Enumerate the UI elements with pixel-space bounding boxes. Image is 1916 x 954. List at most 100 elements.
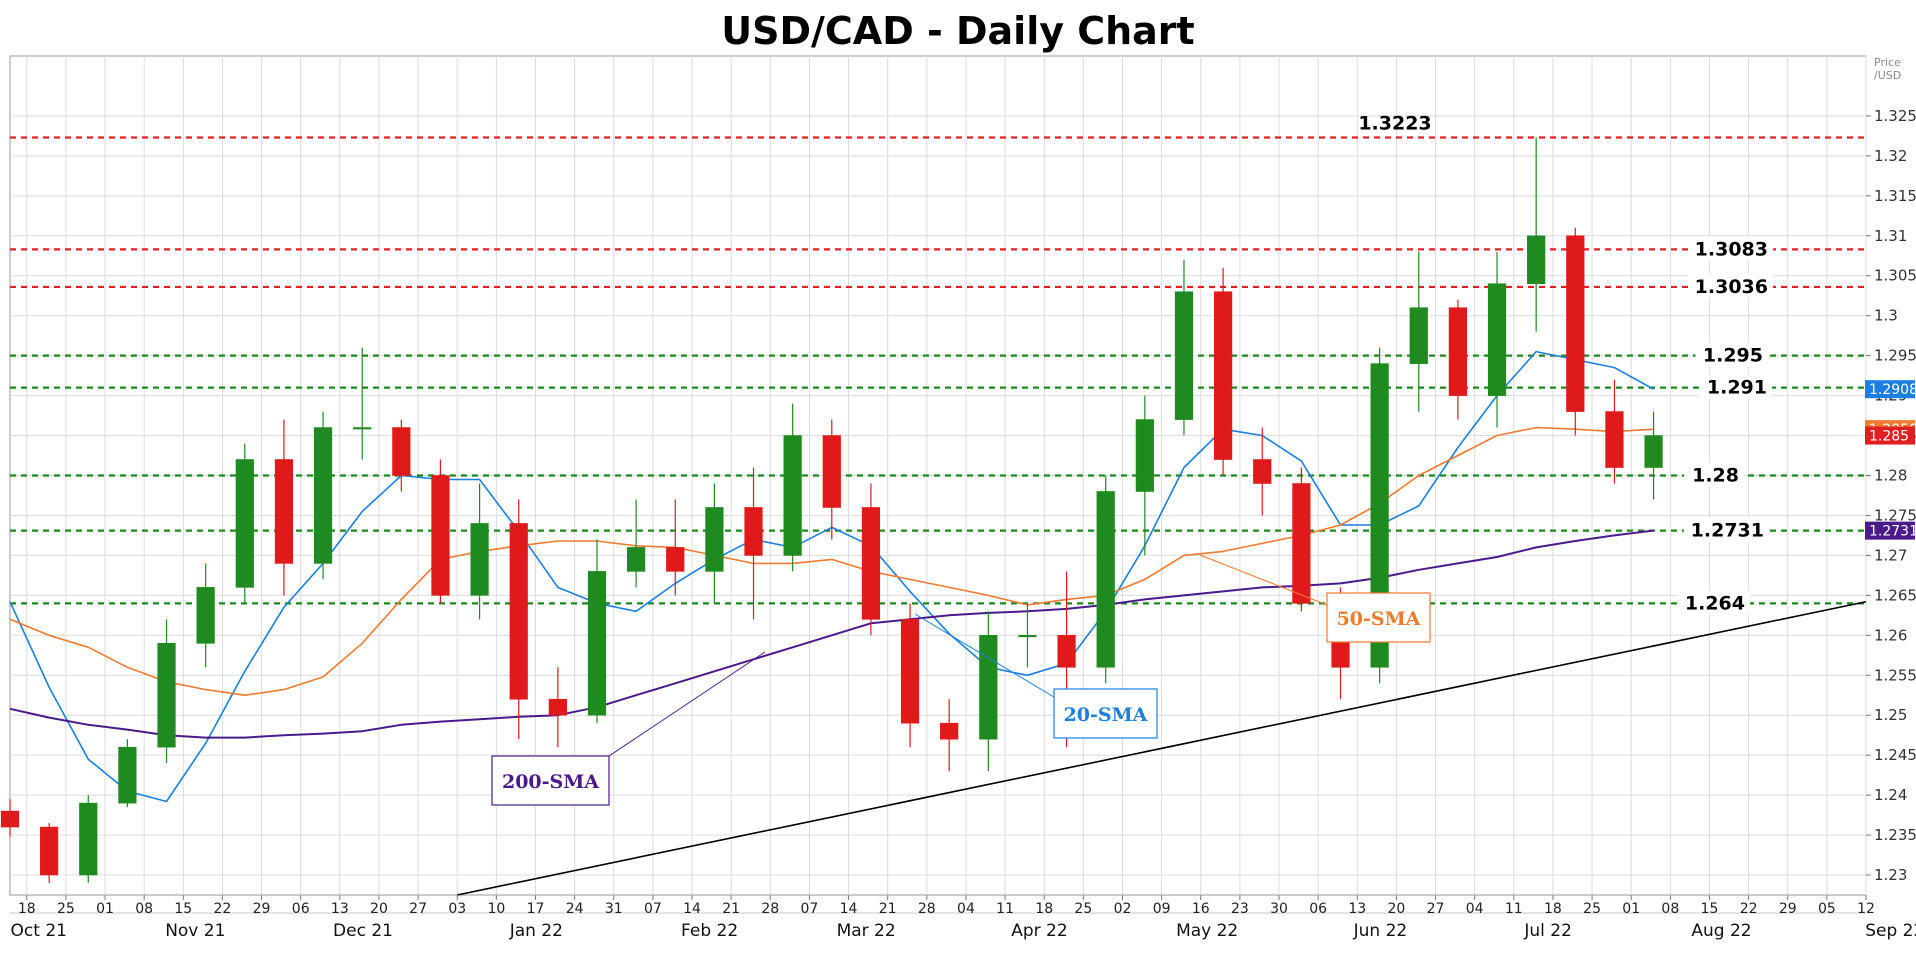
- candle-body: [353, 427, 372, 430]
- candle-layer: [0, 137, 1663, 884]
- y-tick-label: 1.27: [1874, 546, 1907, 564]
- y-tick-label: 1.32: [1874, 147, 1907, 165]
- candle-body: [1644, 435, 1663, 468]
- x-tick-label: 13: [1348, 901, 1366, 917]
- x-tick-label: 23: [1231, 901, 1249, 917]
- x-month-label: Aug 22: [1691, 921, 1751, 941]
- annotation-box: [1053, 688, 1158, 739]
- chart-title: USD/CAD - Daily Chart: [721, 9, 1194, 53]
- level-label: 1.3036: [1695, 276, 1768, 298]
- x-tick-label: 01: [1622, 901, 1640, 917]
- x-month-label: Sep 22: [1865, 921, 1916, 941]
- y-tick-label: 1.255: [1874, 666, 1916, 684]
- x-month-label: Jun 22: [1353, 921, 1408, 941]
- x-tick-label: 21: [879, 901, 897, 917]
- y-tick-label: 1.275: [1874, 506, 1916, 524]
- y-tick-label: 1.23: [1874, 866, 1907, 884]
- annotation-label: 20-SMA: [1064, 704, 1148, 726]
- trendline: [457, 600, 1867, 896]
- x-tick-label: 25: [1074, 901, 1092, 917]
- x-tick-label: 08: [1661, 901, 1679, 917]
- y-axis-title: /USD: [1874, 69, 1901, 82]
- level-label-bg: [1695, 342, 1768, 367]
- x-tick-label: 07: [801, 901, 819, 917]
- x-month-label: May 22: [1176, 921, 1238, 941]
- candle-body: [1292, 483, 1311, 604]
- level-label-bg: [1688, 236, 1773, 261]
- y-tick-label: 1.245: [1874, 746, 1916, 764]
- x-month-label: Nov 21: [165, 921, 225, 941]
- annotation-label: 50-SMA: [1337, 608, 1421, 630]
- price-tag: [1865, 521, 1915, 540]
- y-axis-title: Price: [1874, 56, 1901, 69]
- x-tick-label: 09: [1153, 901, 1171, 917]
- candle-body: [79, 802, 98, 876]
- annotation-leader: [1199, 554, 1328, 606]
- y-tick-label: 1.295: [1874, 347, 1916, 365]
- candle-body: [1409, 307, 1428, 364]
- x-tick-label: 14: [683, 901, 701, 917]
- x-tick-label: 04: [1466, 901, 1484, 917]
- x-tick-label: 31: [605, 901, 623, 917]
- x-tick-label: 10: [487, 901, 505, 917]
- x-month-label: Apr 22: [1011, 921, 1067, 941]
- level-label-bg: [1699, 374, 1772, 399]
- candle-body: [979, 635, 998, 740]
- annotation-leader: [608, 651, 766, 757]
- level-label-bg: [1677, 590, 1750, 615]
- level-label: 1.3223: [1358, 113, 1431, 135]
- x-tick-label: 22: [214, 901, 232, 917]
- x-tick-label: 12: [1857, 901, 1875, 917]
- candle-body: [940, 722, 959, 740]
- candle-body: [1448, 307, 1468, 396]
- level-label: 1.264: [1685, 592, 1745, 614]
- x-tick-label: 28: [761, 901, 779, 917]
- candle-body: [900, 619, 920, 724]
- candle-body: [783, 435, 802, 556]
- x-month-label: Oct 21: [11, 921, 67, 941]
- x-tick-label: 11: [1505, 901, 1523, 917]
- x-tick-label: 21: [722, 901, 740, 917]
- x-tick-label: 08: [135, 901, 153, 917]
- x-tick-label: 27: [1427, 901, 1445, 917]
- y-tick-label: 1.25: [1874, 706, 1907, 724]
- x-tick-label: 02: [1114, 901, 1132, 917]
- candle-body: [1253, 459, 1272, 484]
- x-tick-label: 24: [566, 901, 584, 917]
- candle-body: [157, 642, 176, 748]
- annotation-leader: [914, 613, 1055, 698]
- candle-body: [1566, 235, 1585, 412]
- price-tag-label: 1.285: [1869, 429, 1909, 445]
- x-tick-label: 25: [1583, 901, 1601, 917]
- x-tick-label: 29: [1779, 901, 1797, 917]
- candle-body: [1527, 235, 1546, 285]
- y-axis: Price/USD 1.23 1.235 1.24 1.245 1.25 1.255 1.26…: [1866, 56, 1916, 884]
- candle-body: [274, 459, 294, 564]
- x-tick-label: 01: [96, 901, 114, 917]
- candle-body: [470, 523, 489, 596]
- candle-body: [0, 810, 20, 828]
- x-tick-label: 20: [370, 901, 388, 917]
- trend-layer: [457, 600, 1867, 896]
- x-tick-label: 18: [18, 901, 36, 917]
- price-tag: [1865, 380, 1915, 399]
- y-tick-label: 1.305: [1874, 267, 1916, 285]
- y-tick-label: 1.325: [1874, 107, 1916, 125]
- y-tick-label: 1.24: [1874, 786, 1907, 804]
- y-tick-label: 1.26: [1874, 626, 1907, 644]
- x-tick-label: 18: [1544, 901, 1562, 917]
- x-tick-label: 03: [448, 901, 466, 917]
- x-tick-label: 11: [996, 901, 1014, 917]
- y-tick-label: 1.265: [1874, 586, 1916, 604]
- candle-body: [861, 507, 881, 620]
- x-tick-label: 28: [918, 901, 936, 917]
- candle-body: [1174, 291, 1194, 420]
- x-tick-label: 25: [57, 901, 75, 917]
- candle-body: [509, 523, 528, 700]
- x-tick-label: 17: [527, 901, 545, 917]
- level-label: 1.2731: [1691, 520, 1764, 542]
- candle-body: [822, 435, 841, 508]
- candle-body: [1487, 283, 1507, 396]
